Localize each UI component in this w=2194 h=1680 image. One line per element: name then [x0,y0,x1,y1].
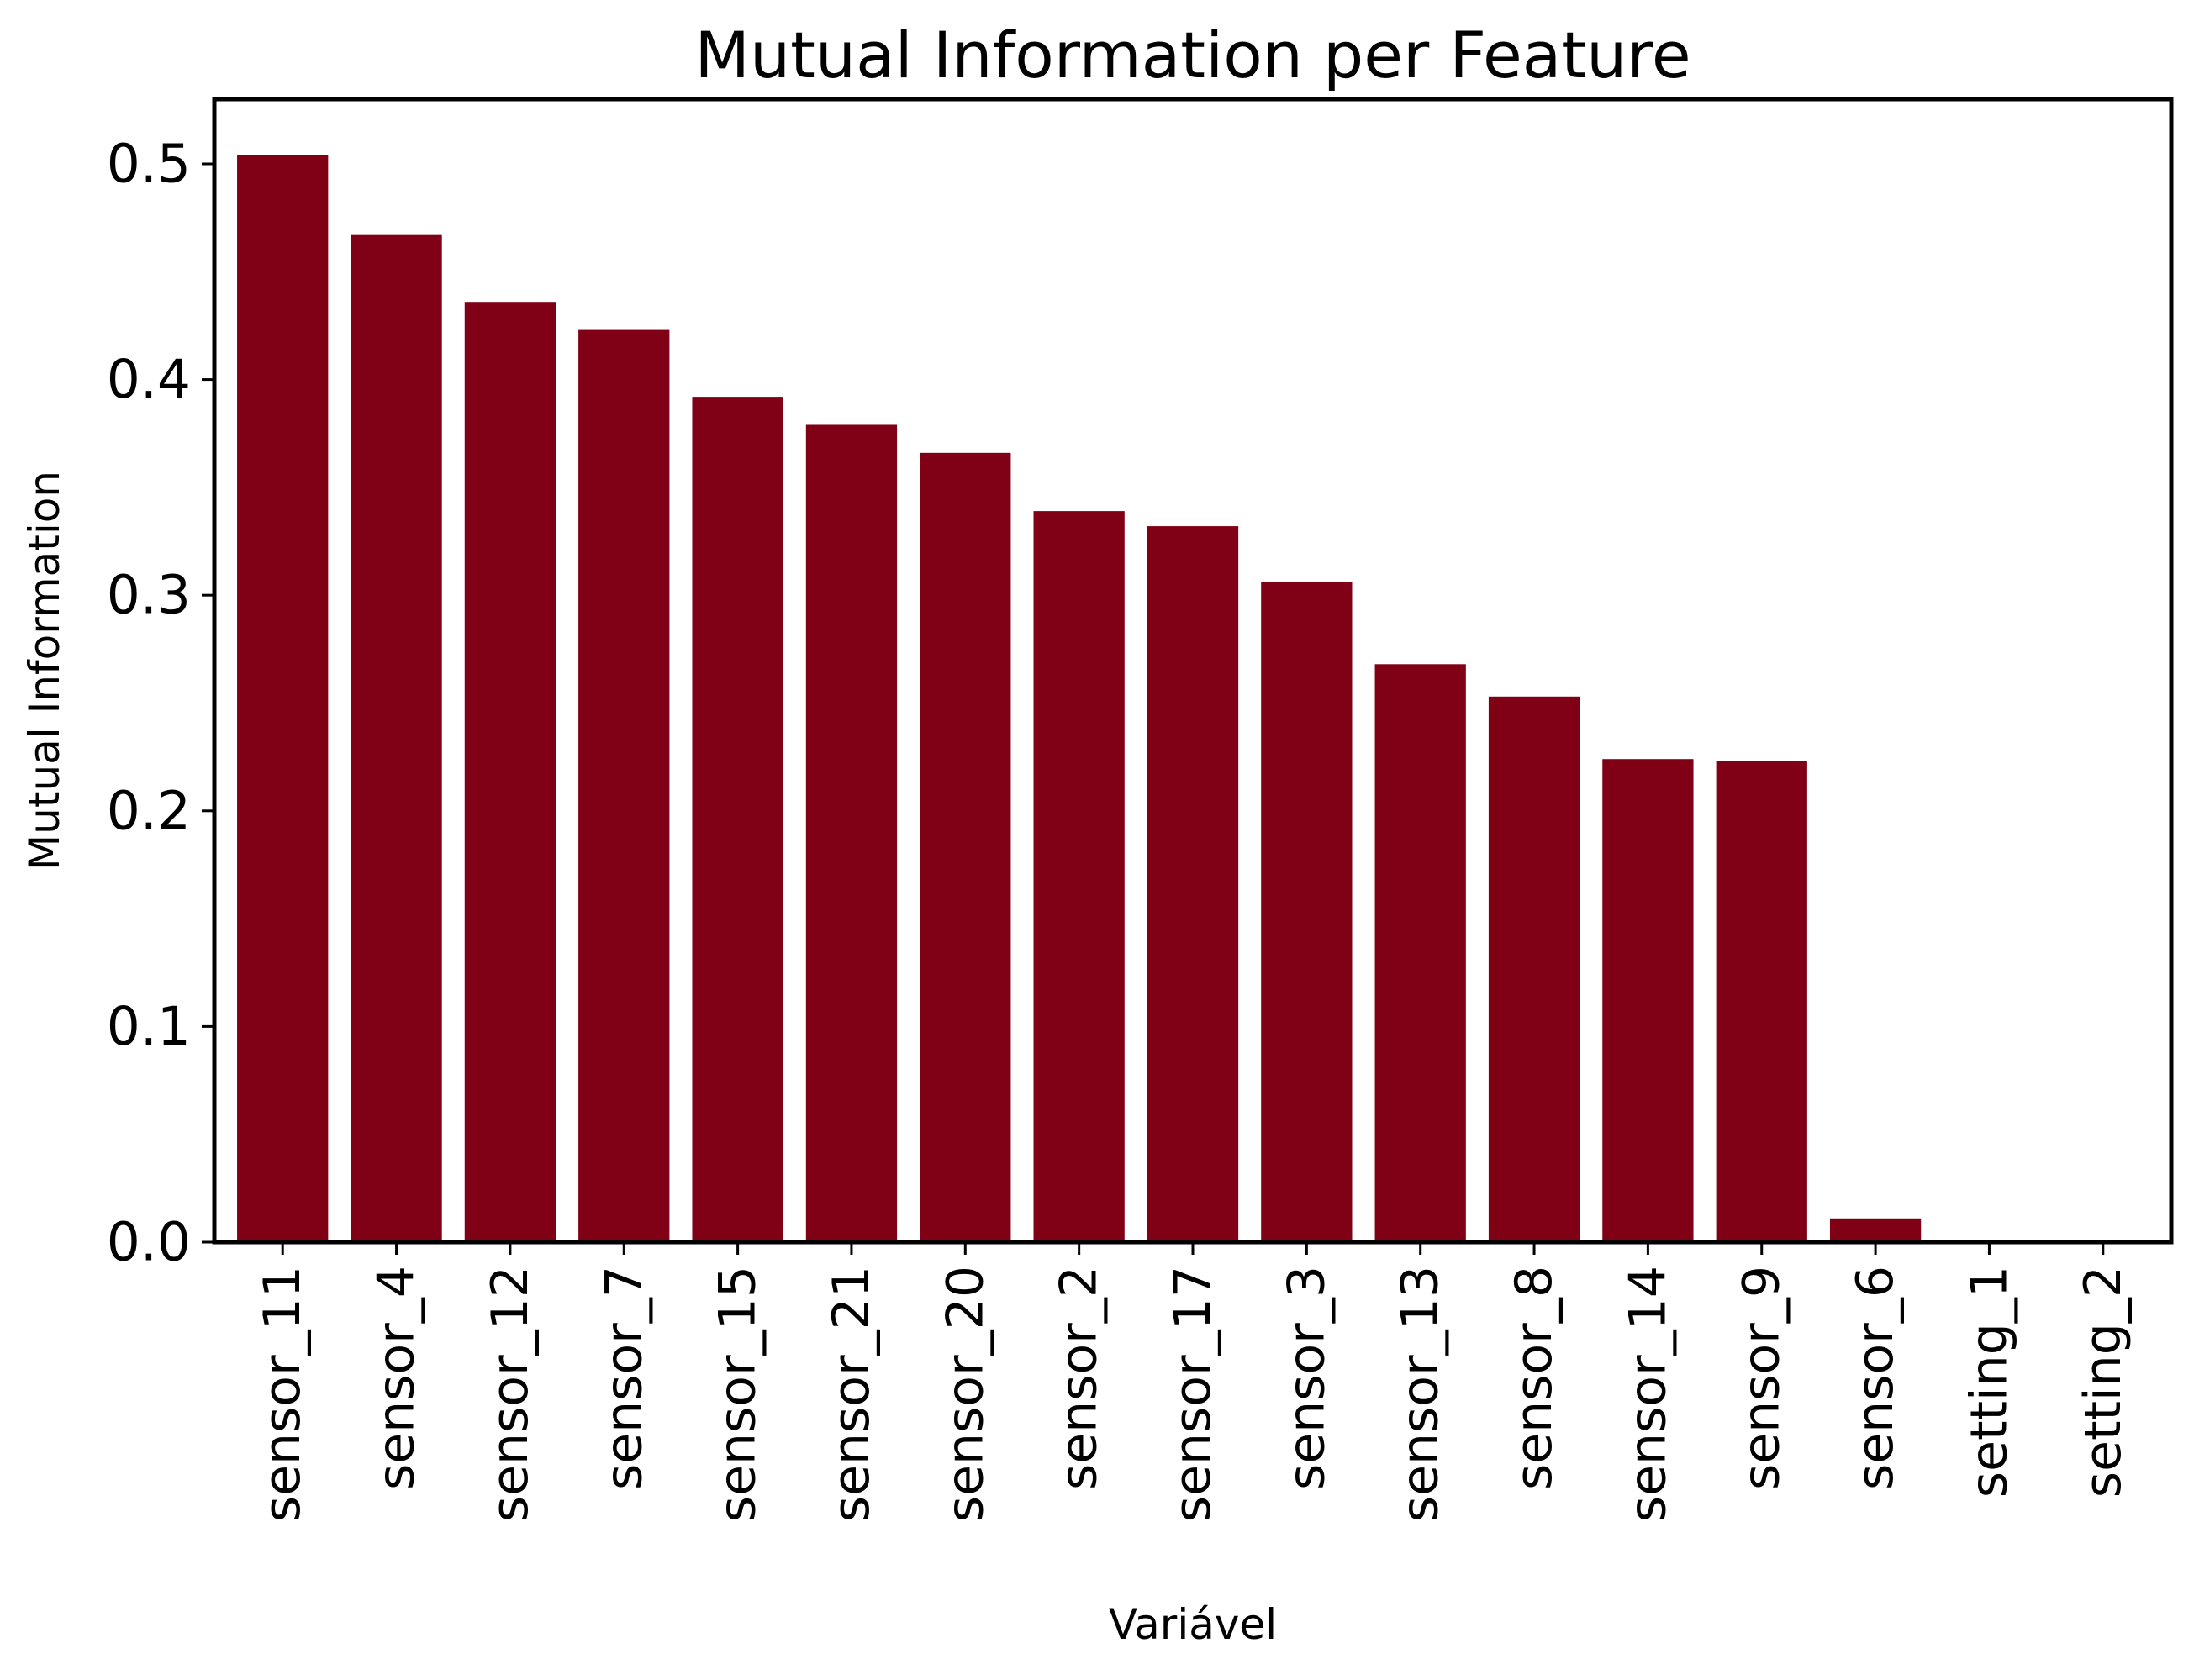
x-tick-label: sensor_12 [481,1266,540,1522]
x-tick-label: sensor_2 [1050,1266,1109,1490]
y-axis-ticks: 0.0 0.1 0.2 0.3 0.4 0.5 [107,133,214,1273]
bar-sensor_14 [1602,759,1694,1242]
x-tick-label: sensor_9 [1733,1266,1791,1490]
y-tick-label: 0.4 [107,349,191,410]
x-axis-ticks: sensor_11 sensor_4 sensor_12 sensor_7 sensor… [253,1242,2133,1522]
bar-sensor_13 [1374,664,1466,1242]
x-tick-label: sensor_3 [1277,1266,1336,1490]
x-tick-label: sensor_4 [367,1266,426,1490]
bar-sensor_11 [237,155,329,1242]
bar-sensor_21 [805,424,898,1243]
x-tick-label: sensor_7 [594,1266,653,1490]
x-tick-label: sensor_13 [1391,1266,1450,1522]
bar-sensor_3 [1261,582,1353,1242]
chart-title: Mutual Information per Feature [694,18,1690,92]
y-tick-label: 0.2 [107,780,191,841]
bars-layer [237,155,1922,1243]
bar-sensor_9 [1716,761,1807,1242]
y-tick-label: 0.1 [107,996,191,1057]
y-tick-label: 0.3 [107,565,191,626]
x-axis-label: Variável [1109,1600,1277,1649]
x-tick-label: setting_1 [1959,1266,2018,1498]
bar-sensor_7 [578,329,670,1242]
x-tick-label: sensor_6 [1846,1266,1905,1490]
bar-sensor_17 [1147,526,1239,1242]
y-tick-label: 0.0 [107,1212,191,1273]
x-tick-label: sensor_20 [936,1266,994,1522]
y-axis-label: Mutual Information [20,471,69,871]
x-tick-label: sensor_14 [1618,1266,1677,1522]
bar-sensor_6 [1829,1218,1922,1242]
x-tick-label: sensor_17 [1163,1266,1222,1522]
bar-sensor_8 [1488,696,1580,1242]
x-tick-label: sensor_8 [1505,1266,1564,1490]
y-tick-label: 0.5 [107,133,191,194]
bar-sensor_4 [351,234,442,1242]
bar-sensor_20 [920,452,1011,1242]
x-tick-label: sensor_15 [709,1266,767,1522]
bar-sensor_2 [1033,511,1125,1242]
bar-sensor_15 [692,397,783,1242]
x-tick-label: setting_2 [2074,1266,2133,1498]
plot-frame [212,97,2174,1245]
x-tick-label: sensor_21 [822,1266,881,1522]
bar-sensor_12 [464,302,556,1243]
x-tick-label: sensor_11 [253,1266,312,1522]
